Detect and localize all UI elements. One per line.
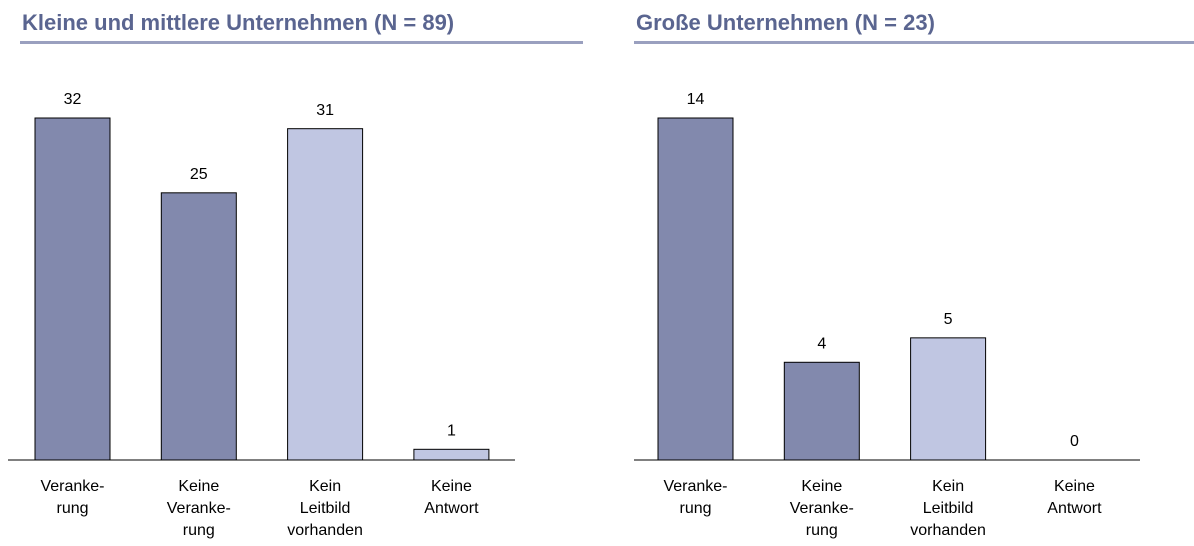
chart-title: Kleine und mittlere Unternehmen (N = 89) — [22, 10, 454, 35]
label-line: Veranke- — [663, 478, 727, 495]
label-line: Veranke- — [40, 478, 104, 495]
label-line: Kein — [309, 478, 341, 495]
x-tick-label: Keine Veranke-rung — [790, 478, 854, 539]
x-tick-label: Keine Antwort — [424, 478, 479, 517]
chart-title: Große Unternehmen (N = 23) — [636, 10, 935, 35]
label-line: Keine — [178, 478, 219, 495]
title-rule — [20, 41, 583, 44]
x-tick-label: Veranke-rung — [663, 478, 727, 517]
x-tick-label: Kein Leitbild vorhanden — [910, 478, 986, 539]
bar — [160, 192, 237, 461]
label-line: rung — [56, 500, 88, 517]
label-line: Keine — [801, 478, 842, 495]
value-label: 31 — [316, 102, 334, 119]
bar — [783, 361, 860, 461]
label-line: rung — [183, 522, 215, 539]
value-label: 32 — [64, 91, 82, 108]
bar — [34, 117, 111, 461]
bar — [657, 117, 734, 461]
label-line: Leitbild — [300, 500, 351, 517]
label-line: Antwort — [424, 500, 479, 517]
label-line: Antwort — [1047, 500, 1102, 517]
value-label: 0 — [1070, 433, 1079, 450]
label-line: rung — [679, 500, 711, 517]
label-line: Leitbild — [923, 500, 974, 517]
value-label: 25 — [190, 166, 208, 183]
x-tick-label: Keine Veranke-rung — [167, 478, 231, 539]
value-label: 14 — [687, 91, 705, 108]
label-line: Keine — [431, 478, 472, 495]
x-tick-label: Kein Leitbild vorhanden — [287, 478, 363, 539]
value-label: 1 — [447, 423, 456, 440]
label-line: Kein — [932, 478, 964, 495]
bar — [287, 128, 364, 461]
label-line: rung — [806, 522, 838, 539]
label-line: Veranke- — [167, 500, 231, 517]
value-label: 4 — [817, 336, 826, 353]
label-line: Veranke- — [790, 500, 854, 517]
title-rule — [634, 41, 1194, 44]
x-tick-label: Veranke-rung — [40, 478, 104, 517]
bar — [910, 337, 987, 461]
label-line: vorhanden — [287, 522, 363, 539]
x-tick-label: Keine Antwort — [1047, 478, 1102, 517]
label-line: Keine — [1054, 478, 1095, 495]
label-line: vorhanden — [910, 522, 986, 539]
value-label: 5 — [944, 311, 953, 328]
bar — [413, 448, 490, 461]
